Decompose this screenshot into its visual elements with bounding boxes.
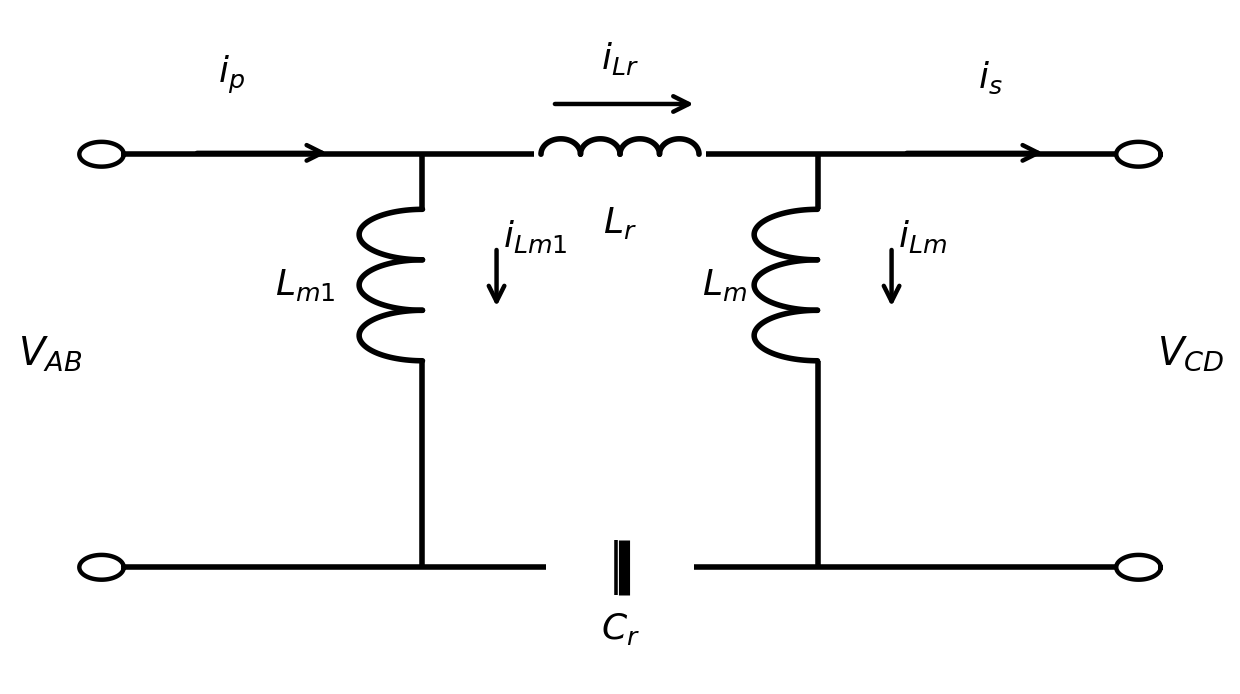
Text: $i_{Lm}$: $i_{Lm}$ [898,219,947,255]
Text: $i_s$: $i_s$ [978,60,1003,96]
Text: $L_r$: $L_r$ [603,205,637,241]
Text: $i_p$: $i_p$ [218,53,244,96]
Text: $L_m$: $L_m$ [702,267,748,303]
Text: $i_{Lm1}$: $i_{Lm1}$ [502,219,567,255]
Text: $i_{Lr}$: $i_{Lr}$ [601,40,639,77]
Text: $C_r$: $C_r$ [600,611,640,648]
Text: $L_{m1}$: $L_{m1}$ [275,267,336,303]
Text: $V_{CD}$: $V_{CD}$ [1157,335,1224,373]
Text: $V_{AB}$: $V_{AB}$ [17,335,82,373]
